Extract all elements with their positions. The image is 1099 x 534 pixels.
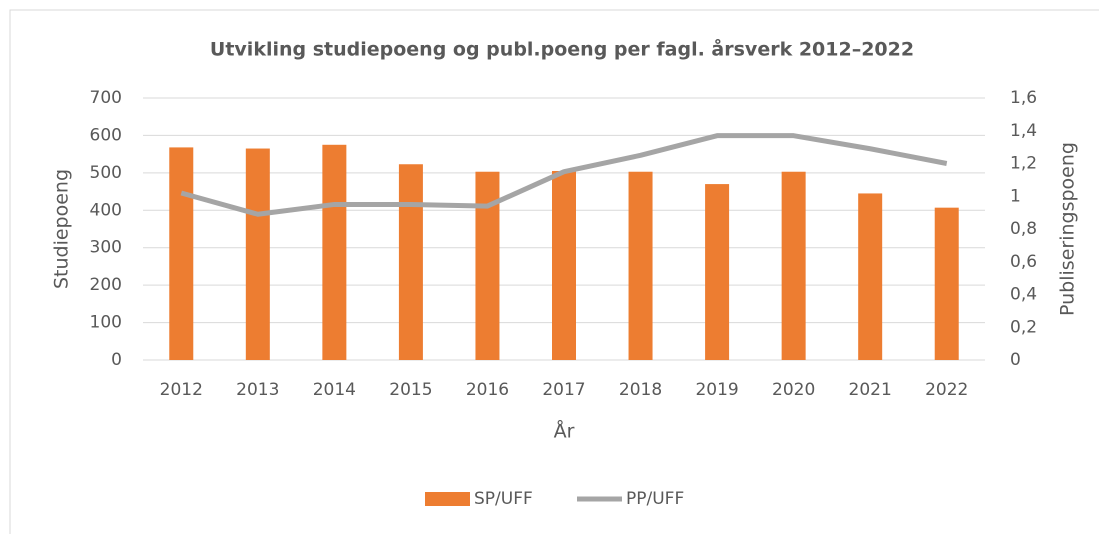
y-tick-label: 700 (90, 88, 122, 108)
y2-tick-label: 1,4 (1010, 121, 1037, 141)
x-tick-label: 2016 (466, 380, 509, 400)
legend-label: SP/UFF (474, 489, 533, 509)
y2-tick-label: 0,4 (1010, 285, 1037, 305)
bar (705, 184, 730, 360)
y-axis-label: Studiepoeng (51, 169, 73, 289)
x-tick-label: 2013 (236, 380, 279, 400)
bar (781, 171, 806, 360)
y-tick-label: 400 (90, 200, 122, 220)
x-tick-label: 2020 (772, 380, 815, 400)
x-tick-label: 2017 (542, 380, 585, 400)
x-tick-label: 2022 (925, 380, 968, 400)
legend-label: PP/UFF (626, 489, 684, 509)
y2-tick-label: 1,2 (1010, 154, 1037, 174)
y2-tick-label: 0,2 (1010, 317, 1037, 337)
y-tick-label: 600 (90, 125, 122, 145)
x-tick-label: 2019 (695, 380, 738, 400)
x-axis-label: År (554, 420, 575, 443)
bar (245, 148, 270, 360)
y-tick-label: 300 (90, 238, 122, 258)
line (180, 133, 948, 217)
y2-tick-label: 1 (1010, 186, 1021, 206)
y2-axis-label: Publiseringspoeng (1057, 142, 1079, 316)
y-tick-label: 500 (90, 163, 122, 183)
y2-tick-label: 0,8 (1010, 219, 1037, 239)
y-tick-label: 200 (90, 275, 122, 295)
x-tick-label: 2012 (160, 380, 203, 400)
legend-swatch (425, 492, 470, 506)
x-tick-label: 2015 (389, 380, 432, 400)
bar (552, 170, 576, 360)
bar (398, 164, 423, 360)
y2-tick-label: 0,6 (1010, 252, 1037, 272)
bar (934, 207, 959, 360)
bar (628, 171, 653, 360)
y2-tick-label: 0 (1010, 350, 1021, 370)
chart-title: Utvikling studiepoeng og publ.poeng per … (210, 37, 914, 61)
y2-tick-label: 1,6 (1010, 88, 1037, 108)
x-tick-label: 2018 (619, 380, 662, 400)
y-tick-label: 100 (90, 313, 122, 333)
x-tick-label: 2021 (849, 380, 892, 400)
bar (858, 193, 883, 360)
bar (322, 144, 347, 360)
bar (169, 147, 194, 360)
chart-frame (9, 9, 1099, 534)
y-tick-label: 0 (111, 350, 122, 370)
x-tick-label: 2014 (313, 380, 356, 400)
